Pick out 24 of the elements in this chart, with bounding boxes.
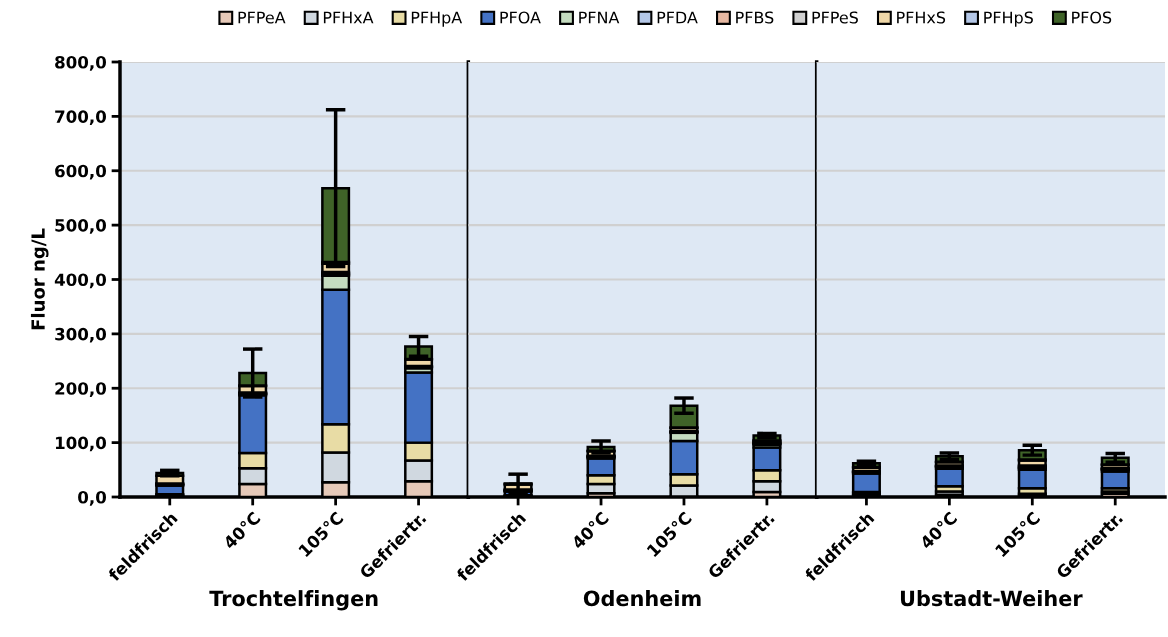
- legend-label: PFOA: [500, 11, 541, 24]
- y-tick-label: 100,0: [55, 436, 107, 452]
- y-tick-label: 300,0: [55, 327, 107, 343]
- legend-label: PFHpA: [411, 11, 463, 27]
- y-tick-label: 500,0: [55, 219, 107, 234]
- y-tick-label: 0,0: [78, 490, 107, 506]
- x-axis-title: Trochtelfingen: [209, 590, 378, 611]
- y-tick-label: 600,0: [55, 164, 107, 180]
- legend-label: PFNA: [579, 11, 620, 24]
- legend-label: PFPeS: [812, 11, 858, 24]
- legend-label: PFDA: [657, 11, 698, 24]
- legend-label: PFOS: [1072, 11, 1112, 24]
- y-axis-title: Fluor ng/L: [30, 228, 49, 330]
- x-axis-title: Ubstadt-Weiher: [900, 590, 1083, 607]
- legend-label: PFHxA: [323, 11, 374, 24]
- y-tick-label: 400,0: [54, 273, 107, 289]
- y-tick-label: 800,0: [55, 55, 107, 71]
- legend-label: PFPeA: [238, 11, 286, 24]
- legend-label: PFHpS: [984, 11, 1033, 27]
- x-axis-title: Odenheim: [583, 590, 701, 607]
- legend-label: PFBS: [736, 11, 774, 24]
- legend-label: PFHxS: [897, 11, 946, 24]
- y-tick-label: 700,0: [55, 110, 107, 126]
- y-tick-label: 200,0: [55, 382, 107, 397]
